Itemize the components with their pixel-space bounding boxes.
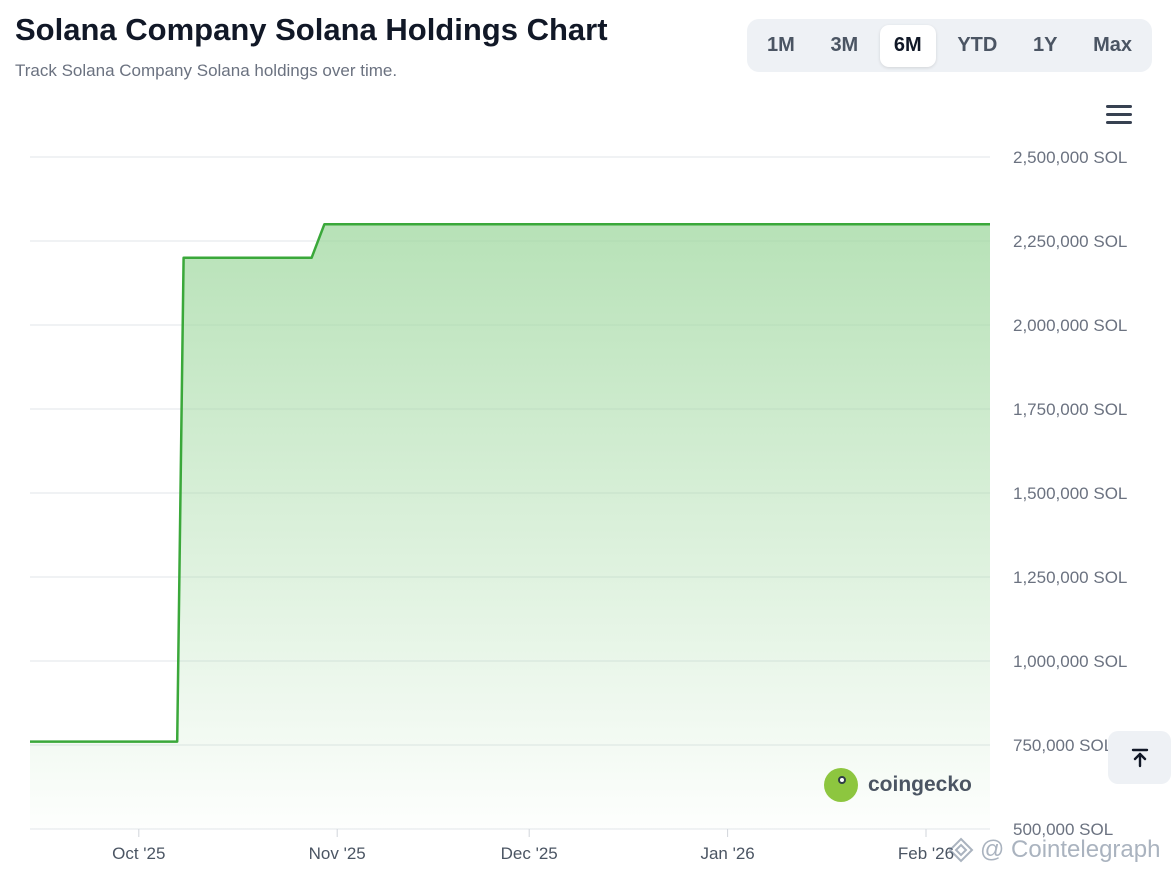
y-tick-label: 1,000,000 SOL [1013,652,1127,671]
range-button-1m[interactable]: 1M [767,34,795,56]
cointelegraph-logo-icon [948,837,974,863]
scroll-to-top-button[interactable] [1108,731,1171,784]
y-tick-label: 2,000,000 SOL [1013,316,1127,335]
watermark-text: coingecko [868,773,972,796]
y-tick-label: 1,750,000 SOL [1013,400,1127,419]
range-button-ytd[interactable]: YTD [957,34,998,56]
cointelegraph-credit: @ Cointelegraph [948,836,1160,864]
range-button-3m[interactable]: 3M [830,34,859,56]
x-tick-label: Oct '25 [112,844,165,863]
y-tick-label: 1,250,000 SOL [1013,568,1127,587]
x-axis: Oct '25 Nov '25 Dec '25 Jan '26 Feb '26 [112,829,954,863]
x-tick-label: Dec '25 [501,844,558,863]
chart-title: Solana Company Solana Holdings Chart [15,12,608,47]
range-button-6m[interactable]: 6M [879,24,936,67]
y-tick-label: 750,000 SOL [1013,736,1113,755]
holdings-series-line[interactable] [30,222,990,743]
coingecko-watermark: coingecko [824,768,972,802]
x-tick-label: Feb '26 [898,844,954,863]
range-button-max[interactable]: Max [1093,34,1132,56]
hamburger-menu-icon[interactable] [1103,101,1135,129]
y-tick-label: 2,250,000 SOL [1013,232,1127,251]
chart-subtitle: Track Solana Company Solana holdings ove… [15,61,398,80]
range-button-1y[interactable]: 1Y [1032,34,1058,56]
x-tick-label: Nov '25 [309,844,366,863]
y-tick-label: 1,500,000 SOL [1013,484,1127,503]
coingecko-logo-icon [824,768,858,802]
arrow-up-to-line-icon [1131,748,1148,767]
y-axis: 500,000 SOL 750,000 SOL 1,000,000 SOL 1,250… [1013,148,1127,839]
time-range-selector: 1M 3M 6M YTD 1Y Max [747,19,1152,72]
y-tick-label: 2,500,000 SOL [1013,148,1127,167]
holdings-area-fill [30,224,990,829]
credit-text: @ Cointelegraph [980,836,1161,863]
x-tick-label: Jan '26 [700,844,754,863]
y-tick-label: 500,000 SOL [1013,820,1113,839]
